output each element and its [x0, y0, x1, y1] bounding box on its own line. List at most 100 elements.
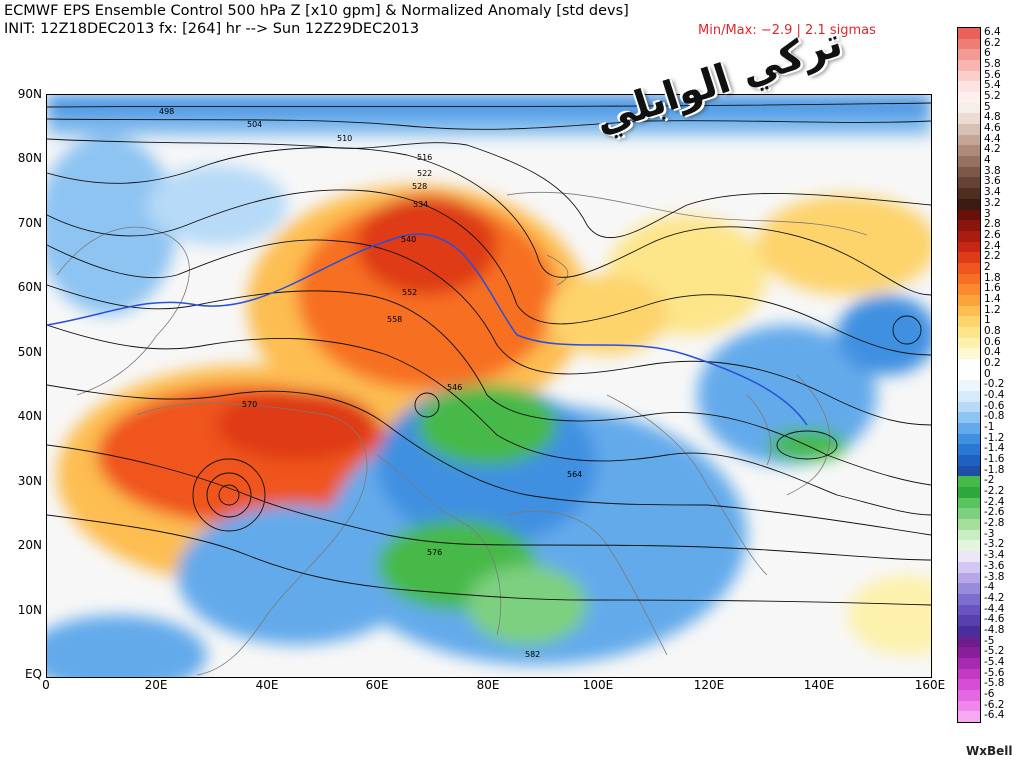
- colorbar-label: -5.8: [984, 677, 1005, 690]
- map-panel: 498 504 510 516 522 528 534 540 546 552 …: [46, 94, 932, 678]
- contour-label: 504: [247, 120, 262, 129]
- colorbar-swatch: [958, 593, 980, 605]
- contour-label: 516: [417, 153, 432, 162]
- colorbar-swatch: [958, 423, 980, 435]
- colorbar-swatch: [958, 177, 980, 189]
- colorbar-label: 1.2: [984, 303, 1001, 316]
- lon-label: 0: [42, 678, 50, 692]
- colorbar-label: 4.8: [984, 111, 1001, 124]
- colorbar-label: -2.8: [984, 517, 1005, 530]
- minmax-readout: Min/Max: −2.9 | 2.1 sigmas: [698, 23, 876, 38]
- 540-contour-highlight: [47, 233, 808, 426]
- colorbar-label: 0.4: [984, 346, 1001, 359]
- lon-label: 140E: [803, 678, 835, 692]
- colorbar-label: -6: [984, 687, 995, 700]
- anomaly-map: 498 504 510 516 522 528 534 540 546 552 …: [47, 95, 931, 677]
- lon-label: 20E: [144, 678, 168, 692]
- colorbar-legend: [957, 27, 981, 723]
- colorbar-label: -0.2: [984, 378, 1005, 391]
- colorbar-swatch: [958, 657, 980, 669]
- colorbar-label: 2.2: [984, 250, 1001, 263]
- colorbar-swatch: [958, 348, 980, 360]
- colorbar-swatch: [958, 529, 980, 541]
- colorbar-swatch: [958, 561, 980, 573]
- colorbar-label: -2: [984, 474, 995, 487]
- lat-label: 90N: [17, 87, 42, 101]
- colorbar-label: 4.6: [984, 122, 1001, 135]
- colorbar-label: -6.4: [984, 709, 1005, 722]
- colorbar-label: 6.2: [984, 36, 1001, 49]
- colorbar-label: -4.6: [984, 613, 1005, 626]
- lon-label: 80E: [476, 678, 500, 692]
- contour-label: 564: [567, 470, 582, 479]
- colorbar-swatch: [958, 358, 980, 370]
- colorbar-label: 1.4: [984, 292, 1001, 305]
- colorbar-label: -1.8: [984, 463, 1005, 476]
- colorbar-label: -4.8: [984, 623, 1005, 636]
- colorbar-label: -3.2: [984, 538, 1005, 551]
- forecast-init-line: INIT: 12Z18DEC2013 fx: [264] hr --> Sun …: [4, 21, 420, 37]
- contour-labels: 498 504 510 516 522 528 534 540 546 552 …: [159, 107, 582, 659]
- colorbar-swatch: [958, 679, 980, 691]
- colorbar-label: 0.6: [984, 335, 1001, 348]
- colorbar-label: 5.4: [984, 79, 1001, 92]
- contour-label: 546: [447, 383, 462, 392]
- colorbar-swatch: [958, 444, 980, 456]
- colorbar-swatch: [958, 241, 980, 253]
- colorbar-label: 0: [984, 367, 991, 380]
- colorbar-label: -6.2: [984, 698, 1005, 711]
- colorbar-swatch: [958, 188, 980, 200]
- colorbar-swatch: [958, 145, 980, 157]
- colorbar-swatch: [958, 38, 980, 50]
- colorbar-label: -4: [984, 581, 995, 594]
- colorbar-label: -1: [984, 421, 995, 434]
- colorbar-swatch: [958, 647, 980, 659]
- colorbar-label: -4.2: [984, 591, 1005, 604]
- colorbar-label: 6: [984, 47, 991, 60]
- colorbar-label: -2.2: [984, 485, 1005, 498]
- colorbar-label: -5.4: [984, 655, 1005, 668]
- colorbar-swatch: [958, 369, 980, 381]
- colorbar-label: 1.8: [984, 271, 1001, 284]
- colorbar-label: -4.4: [984, 602, 1005, 615]
- colorbar-label: 3.8: [984, 164, 1001, 177]
- colorbar-label: -0.6: [984, 399, 1005, 412]
- colorbar-swatch: [958, 519, 980, 531]
- colorbar-label: 5.6: [984, 68, 1001, 81]
- lat-label: 10N: [17, 603, 42, 617]
- colorbar-swatch: [958, 230, 980, 242]
- colorbar-swatch: [958, 540, 980, 552]
- colorbar-label: 3.2: [984, 196, 1001, 209]
- lon-label: 60E: [365, 678, 389, 692]
- contour-label: 576: [427, 548, 442, 557]
- contour-label: 570: [242, 400, 257, 409]
- colorbar-swatch: [958, 262, 980, 274]
- colorbar-label: 4.2: [984, 143, 1001, 156]
- colorbar-label: 0.8: [984, 324, 1001, 337]
- colorbar-label: -3.8: [984, 570, 1005, 583]
- colorbar-label: 1: [984, 314, 991, 327]
- colorbar-swatch: [958, 625, 980, 637]
- lat-label: 70N: [17, 216, 42, 230]
- colorbar-swatch: [958, 70, 980, 82]
- colorbar-swatch: [958, 294, 980, 306]
- colorbar-swatch: [958, 497, 980, 509]
- colorbar-swatch: [958, 636, 980, 648]
- contour-label: 498: [159, 107, 174, 116]
- colorbar-swatch: [958, 102, 980, 114]
- colorbar-swatch: [958, 551, 980, 563]
- colorbar-label: -5: [984, 634, 995, 647]
- colorbar-swatch: [958, 252, 980, 264]
- colorbar-label: -1.6: [984, 453, 1005, 466]
- colorbar-swatch: [958, 391, 980, 402]
- colorbar-swatch: [958, 124, 980, 136]
- colorbar-swatch: [958, 156, 980, 168]
- colorbar-swatch: [958, 615, 980, 627]
- colorbar-swatch: [958, 60, 980, 72]
- lat-label: 30N: [17, 474, 42, 488]
- colorbar-label: -3.6: [984, 559, 1005, 572]
- colorbar-swatch: [958, 134, 980, 146]
- colorbar-label: -2.4: [984, 495, 1005, 508]
- colorbar-swatch: [958, 487, 980, 499]
- colorbar-swatch: [958, 81, 980, 93]
